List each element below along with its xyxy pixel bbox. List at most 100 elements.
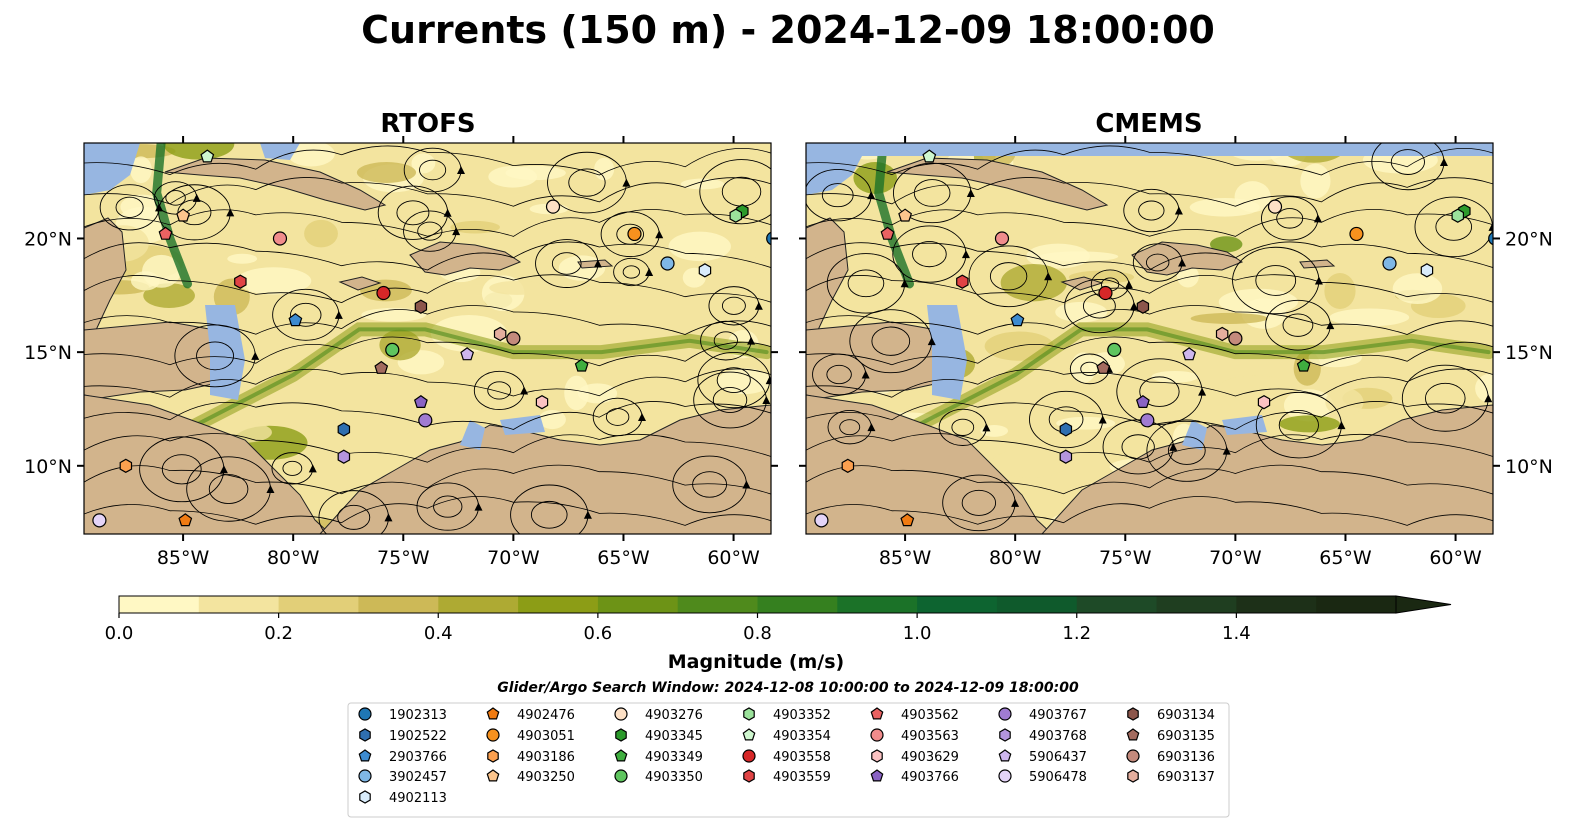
- eddy-streamline-inner: [826, 364, 852, 385]
- eddy-streamline-inner: [847, 269, 885, 298]
- legend-marker-4903349: [614, 749, 628, 762]
- y-tick-label-left: 15°N: [24, 342, 72, 364]
- float-markers-cmems: [814, 149, 1493, 528]
- streamline-arrow: [638, 412, 647, 421]
- speed-patch: [606, 402, 634, 426]
- streamline-arrow: [861, 370, 870, 379]
- flow-streamline: [806, 145, 1493, 176]
- flow-streamline: [806, 464, 1493, 495]
- streamline-arrow: [1488, 222, 1493, 231]
- flow-streamline: [806, 368, 1493, 398]
- flow-streamline: [806, 177, 1493, 207]
- speed-patch: [668, 231, 731, 262]
- eddy-streamline-inner: [1282, 313, 1314, 337]
- eddy-streamline-inner: [396, 200, 430, 226]
- streamline-arrow: [1130, 302, 1139, 311]
- speed-patch: [488, 165, 538, 188]
- yucatan-current: [874, 143, 914, 289]
- float-marker-2903766: [1010, 313, 1025, 327]
- flow-streamline: [84, 368, 771, 398]
- legend-marker-4902113: [359, 790, 371, 804]
- colorbar: 0.0 0.2 0.4 0.6 0.8 1.0 1.2 1.4 Magnitude (m/s): [105, 595, 1452, 673]
- speed-patch: [991, 448, 1070, 478]
- streamline-arrow: [192, 193, 201, 202]
- streamline-arrow: [456, 166, 465, 175]
- eddy-streamline-inner: [1390, 149, 1425, 175]
- eddy-streamline-inner: [713, 331, 738, 350]
- colorbar-tick-label: 0.4: [424, 623, 453, 644]
- legend-marker-4903352: [743, 707, 755, 721]
- colorbar-tick-label: 0.0: [105, 623, 134, 644]
- eddy-streamline-inner: [196, 341, 235, 371]
- flow-streamline: [806, 496, 1493, 526]
- legend-label: 4903559: [773, 770, 831, 785]
- legend-label: 4903563: [901, 729, 959, 744]
- streamline-arrow: [452, 227, 461, 236]
- x-tick-label: 75°W: [1099, 547, 1152, 569]
- flow-streamline: [84, 496, 771, 526]
- eddy-streamline-inner: [712, 386, 748, 414]
- panel-cmems: CMEMS: [805, 109, 1494, 535]
- x-tick-label: 60°W: [707, 547, 760, 569]
- colorbar-tick-label: 1.0: [903, 623, 932, 644]
- legend-item-4903558: 4903558: [742, 749, 831, 765]
- legend-label: 4903350: [645, 770, 703, 785]
- legend-label: 1902313: [389, 708, 447, 723]
- float-marker-4903354: [922, 149, 937, 163]
- legend-item-4903766: 4903766: [870, 769, 959, 785]
- speed-patch: [1392, 273, 1443, 305]
- float-marker-4902113: [1420, 263, 1434, 278]
- float-marker-6903134: [414, 299, 428, 314]
- y-tick-label-right: 10°N: [1505, 456, 1553, 478]
- float-marker-4902113: [698, 263, 712, 278]
- legend-item-4903350: 4903350: [614, 769, 703, 785]
- legend-item-4903563: 4903563: [870, 728, 959, 744]
- float-marker-4903276: [1267, 199, 1283, 214]
- streamline-arrow: [982, 423, 991, 432]
- streamline-arrow: [251, 351, 260, 360]
- x-tick-label: 80°W: [989, 547, 1042, 569]
- eddy-streamline-inner: [115, 196, 144, 218]
- float-marker-5906437: [460, 347, 475, 361]
- legend-label: 4903558: [773, 750, 831, 765]
- float-marker-5906478: [92, 513, 107, 528]
- float-marker-4903250: [176, 208, 191, 222]
- legend-marker-4903186: [487, 749, 499, 763]
- float-marker-4902476: [900, 513, 915, 527]
- legend-marker-4903629: [871, 749, 883, 763]
- flow-streamline: [84, 241, 771, 271]
- float-marker-4903349: [1296, 358, 1311, 372]
- eddy-streamline-inner: [165, 190, 186, 206]
- streamline-arrow: [742, 480, 751, 489]
- colorbar-extend-arrow: [1395, 595, 1452, 614]
- x-tick-label: 85°W: [879, 547, 932, 569]
- speed-patch: [236, 267, 312, 295]
- speed-patch: [1324, 272, 1356, 309]
- legend-label: 4903051: [517, 729, 575, 744]
- legend-marker-4903345: [615, 728, 627, 742]
- eddy-streamline-inner: [622, 265, 641, 279]
- eddy-streamline-inner: [568, 168, 606, 197]
- float-marker-1902522: [1059, 422, 1073, 437]
- current-core: [115, 327, 769, 468]
- colorbar-block: [757, 596, 838, 613]
- streamline-arrow: [1326, 321, 1335, 330]
- speed-patch: [304, 219, 338, 248]
- eddy-streamline-inner: [1255, 265, 1297, 296]
- streamline-arrow: [867, 191, 876, 200]
- streamline-arrow: [1178, 258, 1187, 267]
- flow-streamline: [806, 336, 1493, 367]
- colorbar-blocks: [118, 595, 1452, 614]
- legend-label: 6903136: [1157, 750, 1215, 765]
- legend-label: 4903766: [901, 770, 959, 785]
- eddy-streamline-inner: [1278, 409, 1319, 441]
- legend-item-4903354: 4903354: [742, 728, 831, 744]
- colorbar-block: [1236, 596, 1317, 613]
- legend-marker-6903135: [1126, 728, 1140, 741]
- frame-cmems: [805, 142, 1494, 535]
- legend-marker-4903051: [486, 728, 500, 742]
- flow-streamline: [84, 208, 771, 237]
- eddy-streamline-inner: [951, 418, 975, 436]
- streamline-arrow: [334, 310, 343, 319]
- colorbar-block: [837, 596, 918, 613]
